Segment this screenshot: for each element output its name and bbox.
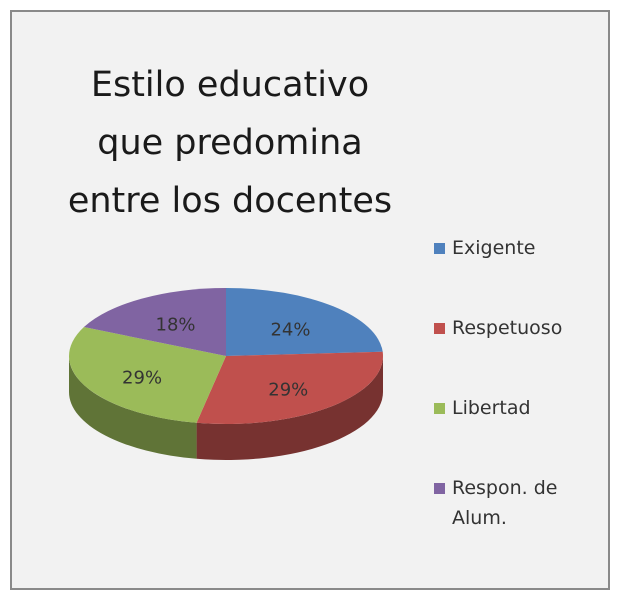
pie-slice [226, 288, 383, 356]
pie-side [69, 356, 197, 459]
pie-side [196, 356, 383, 460]
pie-slice [196, 351, 383, 424]
legend-label: Exigente [452, 237, 536, 259]
legend-swatch [434, 243, 445, 254]
legend-item: Libertad [434, 393, 582, 423]
pie-slice [68, 327, 226, 423]
chart-title: Estilo educativo que predomina entre los… [67, 65, 393, 221]
legend-label: Libertad [452, 397, 531, 419]
data-label: 29% [268, 380, 308, 401]
legend-label: Respetuoso [452, 317, 563, 339]
legend-item: Exigente [434, 233, 582, 263]
legend-item: Respon. de Alum. [434, 473, 582, 533]
page: Estilo educativo que predomina entre los… [10, 10, 610, 590]
legend-item: Respetuoso [434, 313, 582, 343]
data-label: 18% [156, 315, 196, 336]
legend-swatch [434, 403, 445, 414]
data-label: 29% [122, 368, 162, 389]
chart: 24% 29% 29% 18% [68, 288, 383, 460]
data-label: 24% [270, 319, 310, 340]
legend-swatch [434, 483, 445, 494]
legend-swatch [434, 323, 445, 334]
pie-slice [83, 288, 226, 356]
legend-label: Respon. de Alum. [452, 477, 558, 529]
